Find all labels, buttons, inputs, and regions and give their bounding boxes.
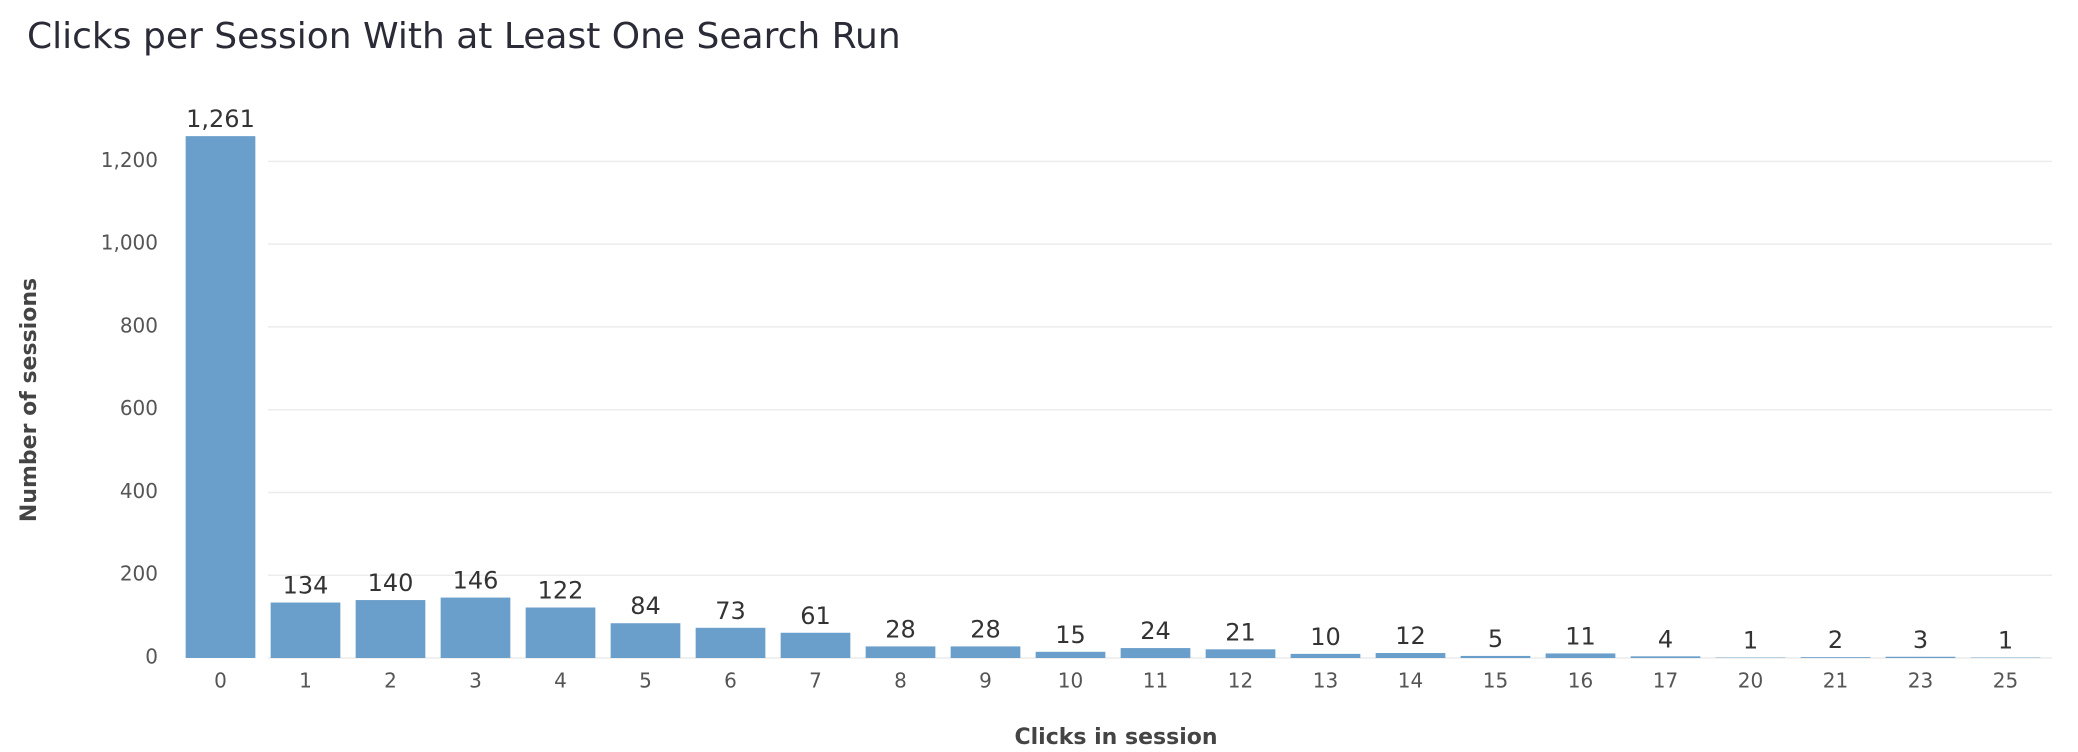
x-tick-label: 15 — [1483, 669, 1508, 693]
value-label: 134 — [283, 572, 329, 600]
bar — [185, 136, 256, 658]
value-label: 10 — [1310, 623, 1341, 651]
bar — [865, 646, 936, 658]
bar — [1290, 653, 1361, 658]
bar — [1800, 657, 1871, 658]
bar — [1205, 649, 1276, 658]
x-tick-label: 5 — [639, 669, 652, 693]
value-label: 4 — [1658, 625, 1673, 653]
value-label: 146 — [453, 567, 499, 595]
y-tick-label: 1,200 — [101, 148, 158, 172]
x-tick-label: 16 — [1568, 669, 1593, 693]
y-tick-label: 400 — [120, 479, 158, 503]
chart-title: Clicks per Session With at Least One Sea… — [27, 16, 901, 57]
value-label: 12 — [1395, 622, 1426, 650]
value-label: 28 — [970, 615, 1001, 643]
value-label: 24 — [1140, 617, 1171, 645]
bar — [355, 600, 426, 658]
y-tick-label: 0 — [145, 645, 158, 669]
bar — [1375, 653, 1446, 658]
y-tick-label: 600 — [120, 396, 158, 420]
value-label: 11 — [1565, 622, 1596, 650]
y-tick-label: 800 — [120, 313, 158, 337]
value-label: 3 — [1913, 626, 1928, 654]
x-tick-label: 14 — [1398, 669, 1423, 693]
bar — [525, 607, 596, 658]
x-tick-label: 6 — [724, 669, 737, 693]
value-label: 140 — [368, 569, 414, 597]
bar — [1545, 653, 1616, 658]
x-tick-label: 7 — [809, 669, 822, 693]
y-tick-label: 1,000 — [101, 231, 158, 255]
x-tick-label: 0 — [214, 669, 227, 693]
x-tick-label: 21 — [1823, 669, 1848, 693]
value-label: 1,261 — [186, 105, 255, 133]
x-tick-label: 8 — [894, 669, 907, 693]
x-tick-label: 12 — [1228, 669, 1253, 693]
bar — [270, 602, 341, 658]
value-label: 61 — [800, 602, 831, 630]
value-label: 21 — [1225, 618, 1256, 646]
x-tick-label: 17 — [1653, 669, 1678, 693]
bar — [1630, 656, 1701, 658]
value-label: 84 — [630, 592, 661, 620]
x-tick-label: 11 — [1143, 669, 1168, 693]
value-label: 5 — [1488, 625, 1503, 653]
x-tick-label: 9 — [979, 669, 992, 693]
bar — [695, 627, 766, 658]
bar — [440, 597, 511, 658]
y-tick-label: 200 — [120, 562, 158, 586]
x-axis-label: Clicks in session — [1014, 725, 1217, 750]
x-tick-label: 3 — [469, 669, 482, 693]
bar — [1885, 656, 1956, 658]
y-axis-label: Number of sessions — [17, 278, 42, 522]
x-tick-label: 1 — [299, 669, 312, 693]
x-tick-label: 25 — [1993, 669, 2018, 693]
bar — [950, 646, 1021, 658]
value-label: 2 — [1828, 626, 1843, 654]
bar — [780, 632, 851, 658]
bar — [1460, 655, 1531, 658]
x-tick-label: 2 — [384, 669, 397, 693]
bar — [610, 623, 681, 658]
value-label: 15 — [1055, 621, 1086, 649]
bar — [1120, 648, 1191, 658]
x-tick-label: 23 — [1908, 669, 1933, 693]
bar — [1035, 651, 1106, 658]
x-tick-label: 4 — [554, 669, 567, 693]
x-tick-label: 13 — [1313, 669, 1338, 693]
value-label: 122 — [538, 577, 584, 605]
value-label: 1 — [1998, 627, 2013, 655]
value-label: 73 — [715, 597, 746, 625]
x-tick-label: 20 — [1738, 669, 1763, 693]
x-tick-label: 10 — [1058, 669, 1083, 693]
value-label: 28 — [885, 615, 916, 643]
value-label: 1 — [1743, 627, 1758, 655]
